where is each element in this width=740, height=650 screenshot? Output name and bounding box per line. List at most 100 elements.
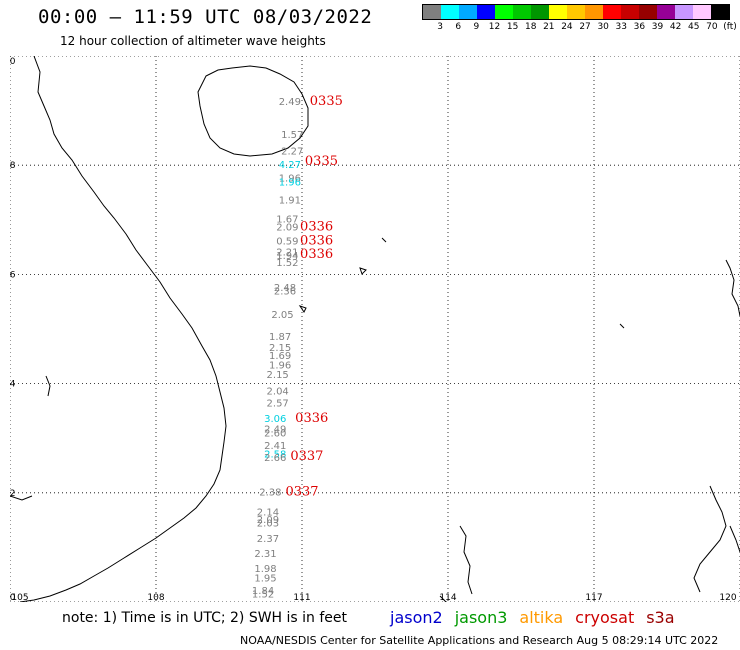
legend-swatch xyxy=(459,5,477,19)
latitude-tick-label: 20 xyxy=(10,57,16,67)
legend-swatch xyxy=(423,5,441,19)
mission-label-altika: altika xyxy=(519,608,564,627)
legend-swatch xyxy=(477,5,495,19)
wave-height-label: 1.96 xyxy=(279,174,301,185)
wave-height-label: 2.49 xyxy=(279,97,301,108)
wave-height-label: 2.04 xyxy=(267,387,289,398)
axis-tick-labels: 105 108 111 114 117 120 20 18 16 14 12 10 xyxy=(10,57,737,602)
pass-time-label: 0337 xyxy=(285,485,318,500)
wave-height-label: 1.94 xyxy=(276,251,298,262)
pass-time-label: 0337 xyxy=(290,449,323,464)
legend-label: 9 xyxy=(473,22,480,32)
legend-label: 36 xyxy=(633,22,646,32)
legend-swatch xyxy=(621,5,639,19)
wave-height-label: 2.49 xyxy=(264,425,286,436)
legend-swatch xyxy=(531,5,549,19)
legend-label: 6 xyxy=(455,22,462,32)
legend-label: 27 xyxy=(579,22,591,32)
legend-swatch xyxy=(567,5,585,19)
legend-label: 21 xyxy=(543,22,555,32)
wave-height-label: 1.67 xyxy=(276,215,298,226)
legend-swatch xyxy=(603,5,621,19)
chart-subtitle: 12 hour collection of altimeter wave hei… xyxy=(60,34,326,48)
units-note: note: 1) Time is in UTC; 2) SWH is in fe… xyxy=(62,610,348,626)
wave-height-label: 2.31 xyxy=(254,549,276,560)
latitude-tick-label: 12 xyxy=(10,489,15,499)
wave-height-label: 1.57 xyxy=(281,130,303,141)
longitude-tick-label: 111 xyxy=(293,593,310,602)
legend-labels: 3 6 9 12 15 18 21 24 27 30 33 36 39 42 45 70 (ft) xyxy=(422,20,737,34)
mission-legend: jason2 jason3 altika cryosat s3a xyxy=(390,608,687,627)
wave-height-label: 4.27 xyxy=(279,160,301,171)
wave-height-label: 2.41 xyxy=(264,441,286,452)
map-canvas[interactable]: 2.491.572.274.271.961.961.911.672.090.59… xyxy=(10,56,740,602)
wave-height-label: 2.38 xyxy=(259,488,281,499)
wave-height-label: 2.27 xyxy=(281,146,303,157)
wave-height-label: 2.58 xyxy=(264,449,286,460)
wave-height-label: 2.09 xyxy=(257,515,279,526)
legend-swatch xyxy=(657,5,675,19)
wave-height-label: 1.52 xyxy=(252,590,274,601)
pass-time-label: 0336 xyxy=(300,247,333,262)
legend-swatch xyxy=(441,5,459,19)
legend-swatch xyxy=(675,5,693,19)
wave-height-label: 2.21 xyxy=(276,247,298,258)
map-background xyxy=(10,56,740,602)
latitude-tick-label: 10 xyxy=(10,593,16,602)
latitude-tick-label: 16 xyxy=(10,270,16,280)
legend-swatch xyxy=(513,5,531,19)
longitude-tick-label: 114 xyxy=(439,593,456,602)
wave-height-label: 1.95 xyxy=(254,573,276,584)
latitude-tick-label: 18 xyxy=(10,161,16,171)
longitude-tick-label: 108 xyxy=(147,593,164,602)
wave-height-label: 2.15 xyxy=(267,370,289,381)
legend-label: 30 xyxy=(597,22,609,32)
graticule xyxy=(10,56,740,602)
wave-height-color-legend: 3 6 9 12 15 18 21 24 27 30 33 36 39 42 45 70 (ft) xyxy=(422,4,737,34)
mission-label-s3a: s3a xyxy=(646,608,675,627)
legend-label: 18 xyxy=(524,22,537,32)
wave-height-label: 1.87 xyxy=(269,332,291,343)
legend-swatch xyxy=(693,5,711,19)
longitude-tick-label: 117 xyxy=(585,593,602,602)
wave-height-label: 3.06 xyxy=(264,414,286,425)
chart-title: 00:00 – 11:59 UTC 08/03/2022 xyxy=(38,6,373,28)
pass-time-label: 0335 xyxy=(310,94,343,109)
wave-height-label: 2.48 xyxy=(274,283,296,294)
wave-height-label: 2.09 xyxy=(276,223,298,234)
wave-height-label: 2.36 xyxy=(274,287,296,298)
legend-label: 3 xyxy=(437,22,443,32)
longitude-tick-label: 120 xyxy=(719,593,736,602)
legend-label: 42 xyxy=(669,22,682,32)
altimeter-map[interactable]: 2.49 1.57 2.27 4.27 1.96 1.96 1.91 1.67 2.09 0.59… xyxy=(10,56,740,602)
coastline xyxy=(10,56,740,602)
longitude-tick-label: 105 xyxy=(11,593,28,602)
legend-label: 33 xyxy=(615,22,628,32)
legend-label: (ft) xyxy=(723,22,737,32)
wave-height-label: 1.52 xyxy=(276,258,298,269)
mission-label-cryosat: cryosat xyxy=(575,608,635,627)
wave-height-label: 1.91 xyxy=(279,195,301,206)
legend-label: 24 xyxy=(561,22,573,32)
pass-time-label: 0336 xyxy=(300,220,333,235)
wave-height-label: 1.96 xyxy=(279,177,301,188)
legend-label: 45 xyxy=(688,22,700,32)
wave-height-label: 2.14 xyxy=(257,508,279,519)
legend-label: 12 xyxy=(488,22,501,32)
legend-swatch xyxy=(639,5,657,19)
observation-labels: 2.491.572.274.271.961.961.911.672.090.59… xyxy=(252,97,303,600)
wave-height-label: 2.66 xyxy=(264,453,286,464)
legend-swatch xyxy=(585,5,603,19)
wave-height-label: 0.59 xyxy=(276,236,298,247)
credit-footer: NOAA/NESDIS Center for Satellite Applica… xyxy=(240,634,719,647)
legend-swatch xyxy=(549,5,567,19)
wave-height-label: 1.84 xyxy=(252,586,274,597)
mission-label-jason3: jason3 xyxy=(454,608,508,627)
latitude-tick-label: 14 xyxy=(10,380,16,390)
legend-swatch xyxy=(495,5,513,19)
wave-height-label: 2.05 xyxy=(271,310,293,321)
wave-height-label: 2.60 xyxy=(264,429,286,440)
mission-label-jason2: jason2 xyxy=(390,608,443,627)
wave-height-label: 2.37 xyxy=(257,534,279,545)
